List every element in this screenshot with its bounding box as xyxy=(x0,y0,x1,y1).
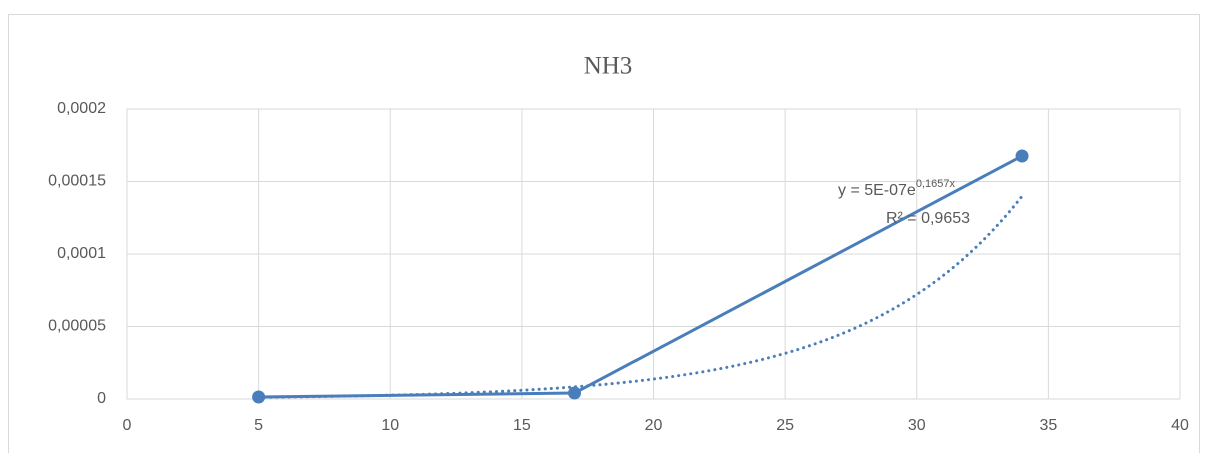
x-tick-label: 5 xyxy=(254,417,263,434)
chart-border xyxy=(8,14,1200,453)
data-point xyxy=(1015,149,1029,163)
x-tick-label: 30 xyxy=(908,417,926,434)
x-tick-label: 25 xyxy=(776,417,794,434)
x-tick-label: 0 xyxy=(123,417,132,434)
y-tick-label: 0,0001 xyxy=(57,245,106,262)
trendline xyxy=(257,194,1024,399)
data-point xyxy=(568,386,582,400)
y-tick-label: 0,0002 xyxy=(57,100,106,117)
equation-exponent: 0,1657x xyxy=(916,178,956,190)
x-tick-label: 10 xyxy=(381,417,399,434)
equation-base: y = 5E-07e xyxy=(838,182,916,199)
trendline-equation: y = 5E-07e0,1657x xyxy=(838,178,955,199)
x-tick-label: 40 xyxy=(1171,417,1189,434)
y-tick-label: 0 xyxy=(97,390,106,407)
y-tick-label: 0,00015 xyxy=(48,173,106,190)
trendline-r2: R² = 0,9653 xyxy=(886,210,970,227)
x-tick-label: 20 xyxy=(645,417,663,434)
y-tick-label: 0,00005 xyxy=(48,318,106,335)
x-tick-label: 15 xyxy=(513,417,531,434)
x-tick-label: 35 xyxy=(1039,417,1057,434)
chart-title: NH3 xyxy=(584,53,633,80)
